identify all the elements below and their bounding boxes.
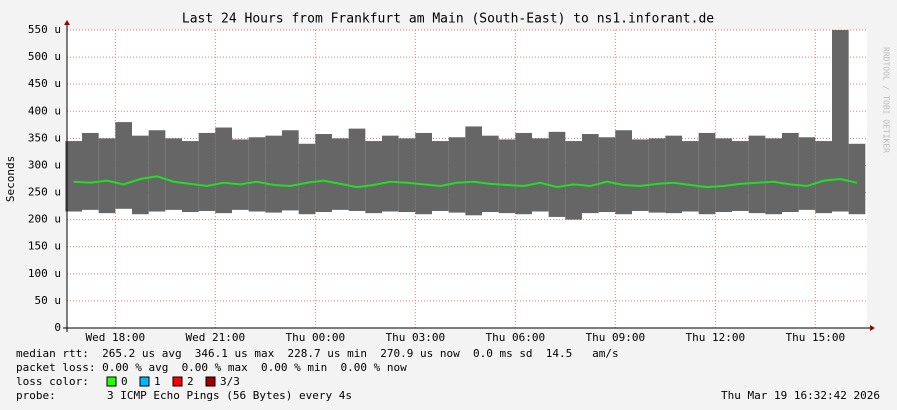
- smoke-band: [198, 132, 216, 211]
- side-label: RRDTOOL / TOBI OETIKER: [882, 47, 891, 153]
- smoke-band: [732, 141, 749, 211]
- smoke-band: [398, 138, 416, 213]
- smoke-band: [165, 138, 182, 210]
- x-tick-label: Thu 09:00: [586, 331, 646, 344]
- y-tick-label: 150 u: [28, 240, 61, 253]
- smoke-band: [498, 139, 516, 214]
- smoke-band: [98, 138, 116, 214]
- x-tick-label: Thu 15:00: [786, 331, 846, 344]
- y-tick-label: 50 u: [35, 294, 62, 307]
- y-tick-label: 500 u: [28, 50, 61, 63]
- smoke-band: [598, 137, 616, 213]
- smoke-band: [648, 138, 666, 213]
- y-axis-label: Seconds: [4, 156, 17, 202]
- smoke-band: [332, 138, 349, 210]
- smoke-band: [265, 135, 282, 213]
- smoke-band: [215, 127, 232, 214]
- smoke-band: [115, 122, 132, 209]
- smoke-band: [248, 137, 266, 212]
- y-tick-label: 450 u: [28, 77, 61, 90]
- smoke-band: [832, 30, 849, 212]
- smoke-band: [782, 132, 799, 213]
- loss-color-label: 3/3: [220, 375, 240, 388]
- smoke-band: [765, 138, 782, 215]
- loss-swatch: [205, 376, 216, 387]
- smoke-band: [82, 132, 99, 210]
- smoke-band: [715, 138, 732, 213]
- smoke-band: [415, 132, 432, 215]
- chart-title: Last 24 Hours from Frankfurt am Main (So…: [182, 12, 714, 27]
- y-tick-label: 300 u: [28, 158, 61, 171]
- loss-color-label: 2: [187, 375, 194, 388]
- probe-label: probe:: [16, 389, 56, 402]
- smoke-band: [482, 135, 499, 213]
- smoke-band: [148, 130, 166, 212]
- smoke-band: [815, 141, 832, 214]
- x-tick-label: Thu 03:00: [386, 331, 446, 344]
- smoke-band: [365, 141, 382, 214]
- stats-line: median rtt: 265.2 us avg 346.1 us max 22…: [16, 347, 619, 360]
- smoke-band: [632, 139, 649, 211]
- smoke-band: [232, 139, 249, 210]
- smoke-band: [465, 126, 482, 216]
- smoke-band: [348, 128, 366, 211]
- x-tick-label: Wed 18:00: [86, 331, 146, 344]
- x-arrow: [870, 325, 875, 331]
- smoke-band: [565, 141, 582, 220]
- smoke-band: [665, 135, 682, 214]
- smoke-band: [515, 132, 532, 215]
- smoke-band: [382, 135, 399, 212]
- smoke-band: [282, 130, 299, 211]
- y-tick-label: 250 u: [28, 186, 61, 199]
- loss-label: loss color:: [16, 375, 89, 388]
- stats-line: packet loss: 0.00 % avg 0.00 % max 0.00 …: [16, 361, 407, 374]
- x-tick-label: Thu 06:00: [486, 331, 546, 344]
- y-tick-label: 0: [54, 321, 61, 334]
- smoke-band: [532, 138, 549, 212]
- loss-color-label: 0: [121, 375, 128, 388]
- smoke-band: [298, 143, 316, 215]
- smoke-band: [582, 134, 599, 214]
- x-tick-label: Thu 12:00: [686, 331, 746, 344]
- loss-color-label: 1: [154, 375, 161, 388]
- x-tick-label: Thu 00:00: [286, 331, 346, 344]
- timestamp: Thu Mar 19 16:32:42 2026: [721, 389, 880, 402]
- smoke-band: [315, 134, 332, 213]
- y-tick-label: 400 u: [28, 104, 61, 117]
- x-tick-label: Wed 21:00: [186, 331, 246, 344]
- loss-swatch: [139, 376, 150, 387]
- smoke-band: [682, 141, 699, 212]
- y-arrow: [64, 20, 70, 25]
- smoke-band: [448, 137, 466, 213]
- loss-swatch: [172, 376, 183, 387]
- probe-text: 3 ICMP Echo Pings (56 Bytes) every 4s: [107, 389, 352, 402]
- y-tick-label: 550 u: [28, 23, 61, 36]
- smoke-band: [432, 141, 449, 211]
- median-line: [73, 175, 858, 189]
- y-tick-label: 100 u: [28, 267, 61, 280]
- smoke-band: [848, 143, 866, 215]
- smoke-band: [748, 135, 766, 214]
- loss-swatch: [106, 376, 117, 387]
- y-tick-label: 200 u: [28, 213, 61, 226]
- y-tick-label: 350 u: [28, 131, 61, 144]
- smoke-band: [132, 135, 149, 215]
- smoke-band: [65, 141, 82, 212]
- smoke-band: [798, 137, 816, 210]
- smoke-band: [615, 130, 632, 215]
- smoke-band: [698, 132, 716, 215]
- smoke-band: [548, 131, 566, 217]
- smoke-band: [182, 141, 199, 213]
